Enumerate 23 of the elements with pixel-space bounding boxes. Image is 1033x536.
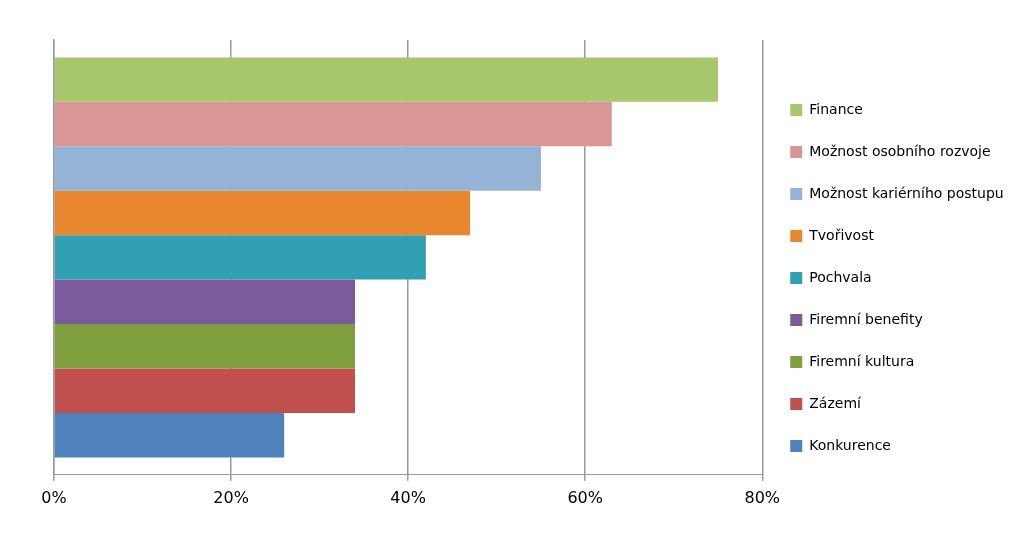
legend-label: Konkurence <box>809 436 891 453</box>
bar <box>54 368 356 413</box>
legend-label: Tvořivost <box>808 226 875 243</box>
bar <box>54 324 356 369</box>
x-tick-label: 80% <box>744 487 781 507</box>
legend-label: Finance <box>809 100 863 117</box>
bar <box>54 146 541 191</box>
x-tick-label: 40% <box>390 487 426 507</box>
x-tick-label: 20% <box>213 487 249 507</box>
x-tick-label: 0% <box>41 487 67 507</box>
legend-label: Firemní benefity <box>809 310 923 327</box>
bar <box>54 101 612 147</box>
bar <box>54 190 471 236</box>
legend-label: Pochvala <box>809 268 872 285</box>
legend-label: Firemní kultura <box>809 352 915 369</box>
bar <box>54 279 356 325</box>
bar <box>54 412 285 458</box>
x-tick-label: 60% <box>567 487 603 507</box>
bar <box>54 235 426 280</box>
legend-label: Možnost osobního rozvoje <box>809 142 991 159</box>
legend-label: Možnost kariérního postupu <box>809 184 1004 201</box>
bar <box>54 57 718 102</box>
legend-label: Zázemí <box>809 394 863 411</box>
